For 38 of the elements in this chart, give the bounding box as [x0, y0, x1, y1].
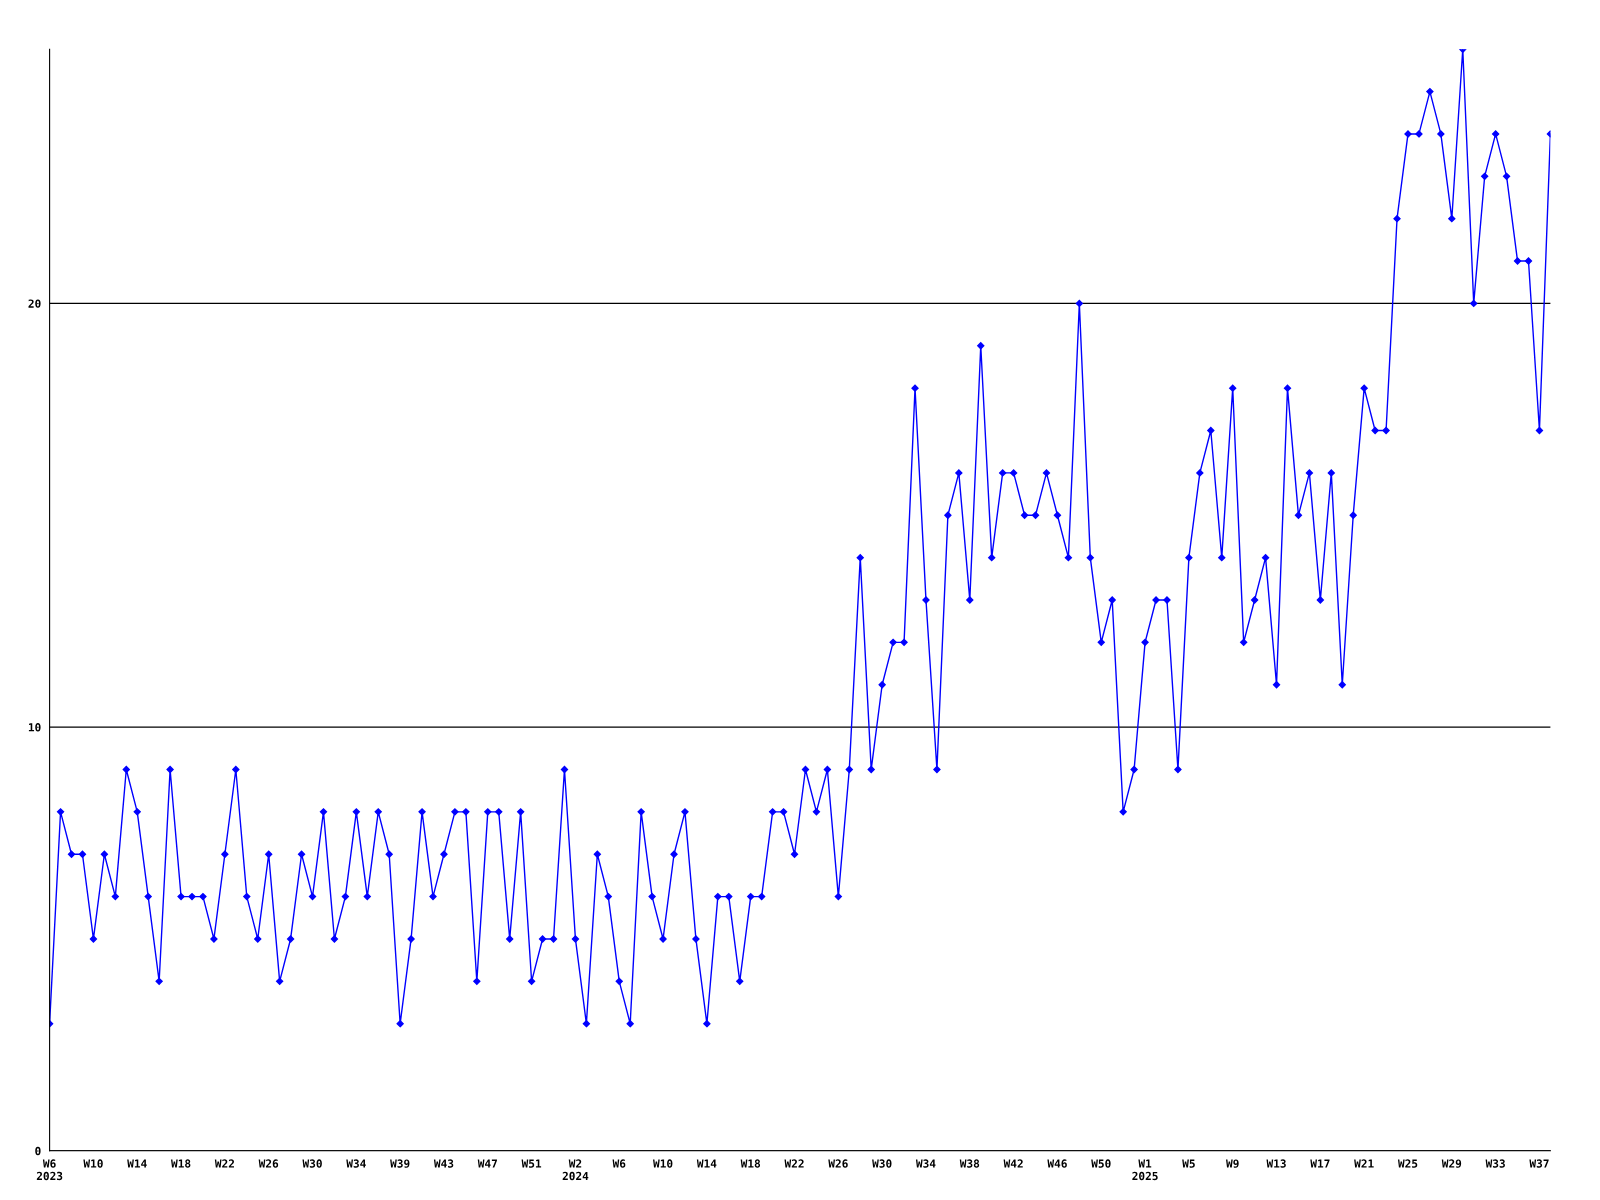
x-tick-label: W10: [653, 1159, 673, 1168]
x-tick-label: W34: [915, 1159, 936, 1168]
x-tick-label: W33: [1485, 1159, 1505, 1168]
x-tick-label: W38: [959, 1159, 980, 1168]
x-tick-label: W39: [390, 1159, 410, 1168]
x-tick-label: W17: [1310, 1159, 1330, 1168]
x-tick-label: W21: [1354, 1159, 1374, 1168]
x-tick-label: W42: [1003, 1159, 1023, 1168]
x-tick-label: W9: [1226, 1159, 1239, 1168]
x-tick-label: W22: [214, 1159, 234, 1168]
x-tick-label: W14: [127, 1159, 147, 1168]
x-tick-label: W30: [302, 1159, 322, 1168]
x-tick-label: W51: [521, 1159, 542, 1168]
x-tick-label: W2 2024: [562, 1159, 589, 1181]
x-tick-label: W5: [1182, 1159, 1195, 1168]
x-tick-label: W6: [612, 1159, 626, 1168]
x-tick-label: W1 2025: [1132, 1159, 1158, 1181]
x-tick-label: W29: [1441, 1159, 1462, 1168]
x-tick-label: W43: [433, 1159, 454, 1168]
x-tick-label: W13: [1266, 1159, 1286, 1168]
x-tick-label: W18: [171, 1159, 191, 1168]
x-tick-label: W25: [1397, 1159, 1418, 1168]
x-tick-label: W10: [83, 1159, 103, 1168]
x-tick-label: W22: [784, 1159, 804, 1168]
x-tick-label: W26: [828, 1159, 848, 1168]
x-tick-label: W47: [477, 1159, 497, 1168]
x-tick-label: W18: [740, 1159, 761, 1168]
x-tick-label: W37: [1529, 1159, 1549, 1168]
x-tick-label: W46: [1047, 1159, 1067, 1168]
y-tick-label: 0: [35, 1146, 41, 1156]
x-tick-label: W14: [696, 1159, 717, 1168]
y-tick-label: 10: [28, 723, 41, 732]
x-tick-label: W6 2023: [36, 1159, 63, 1181]
x-tick-label: W50: [1091, 1159, 1111, 1168]
y-tick-label: 20: [28, 299, 41, 308]
x-tick-label: W34: [346, 1159, 366, 1168]
x-tick-label: W30: [872, 1159, 892, 1168]
x-tick-label: W26: [258, 1159, 279, 1168]
